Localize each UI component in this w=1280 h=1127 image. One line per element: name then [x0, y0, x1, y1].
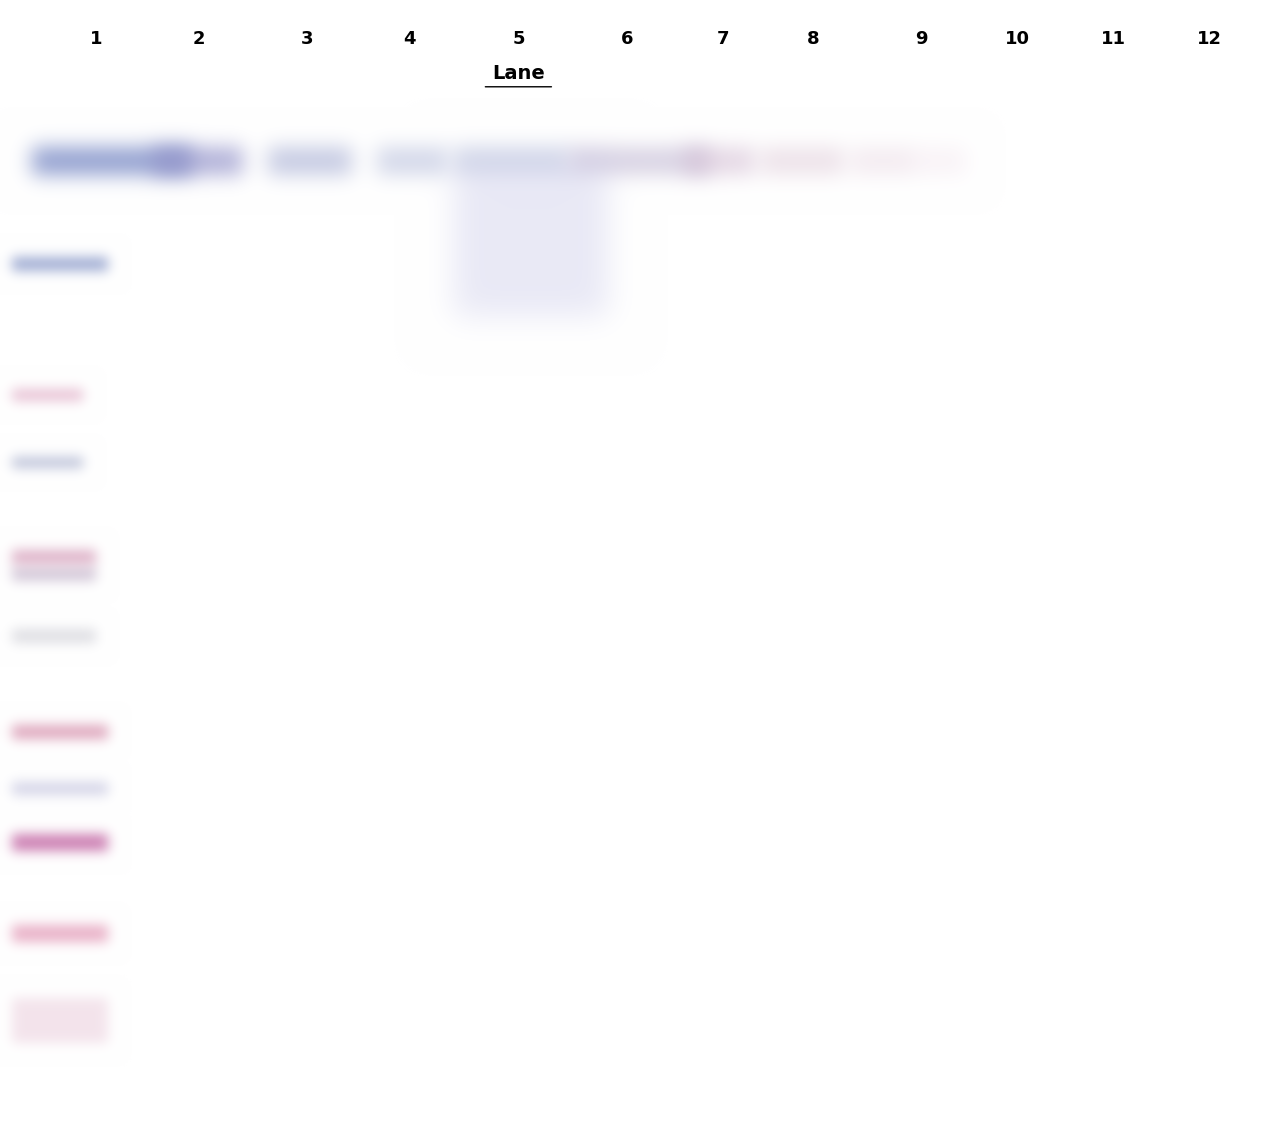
Text: 8: 8: [806, 30, 819, 48]
Text: 11: 11: [1101, 30, 1126, 48]
Text: 1: 1: [90, 30, 102, 48]
Text: 9: 9: [915, 30, 928, 48]
Text: 10: 10: [1005, 30, 1030, 48]
Text: Lane: Lane: [492, 64, 545, 82]
Text: 4: 4: [403, 30, 416, 48]
Text: 2: 2: [192, 30, 205, 48]
Text: 6: 6: [621, 30, 634, 48]
Text: 5: 5: [512, 30, 525, 48]
Text: 3: 3: [301, 30, 314, 48]
Text: 7: 7: [717, 30, 730, 48]
Text: 12: 12: [1197, 30, 1222, 48]
